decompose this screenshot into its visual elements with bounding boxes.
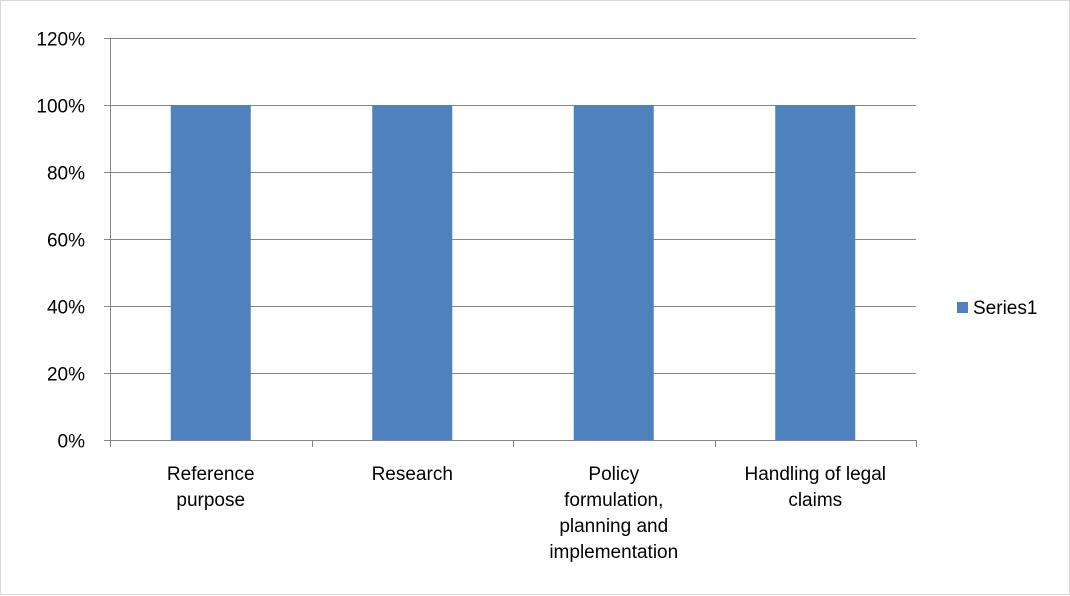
y-tick-label: 80%: [47, 164, 85, 185]
legend: Series1: [957, 298, 1037, 319]
y-tick-label: 120%: [36, 30, 85, 51]
legend-swatch: [957, 302, 968, 313]
y-tick-label: 60%: [47, 231, 85, 252]
bar: [775, 105, 856, 440]
bar: [573, 105, 654, 440]
x-axis-category-labels: Reference purpose Research Policy formulatio…: [167, 464, 886, 563]
y-tick-label: 20%: [47, 365, 85, 386]
bar: [372, 105, 453, 440]
axes: [104, 38, 917, 447]
x-category-label: Reference purpose: [167, 464, 255, 511]
bars: [170, 105, 856, 440]
y-tick-label: 0%: [58, 432, 86, 453]
bar: [170, 105, 251, 440]
x-category-label: Research: [372, 464, 453, 485]
y-tick-label: 40%: [47, 298, 85, 319]
legend-label: Series1: [973, 298, 1037, 319]
x-category-label: Policy formulation, planning and implementa…: [549, 464, 678, 563]
y-tick-label: 100%: [36, 97, 85, 118]
x-category-label: Handling of legal claims: [744, 464, 886, 511]
y-axis-tick-labels: 0% 20% 40% 60% 80% 100% 120%: [36, 30, 85, 453]
